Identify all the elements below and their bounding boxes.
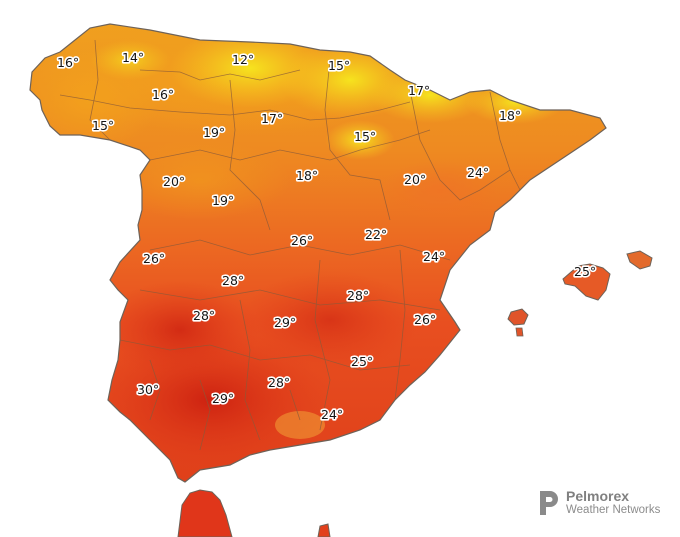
pelmorex-p-logo-icon (540, 491, 558, 515)
temp-label-salamanca: 19° (212, 193, 234, 208)
balearic-islands (507, 250, 653, 337)
temp-label-caceres-w: 26° (143, 251, 165, 266)
temp-label-cantabria: 12° (232, 52, 254, 67)
temp-label-cuenca: 28° (347, 288, 369, 303)
temp-label-castellon: 24° (423, 249, 445, 264)
temp-label-navarra: 17° (408, 83, 430, 98)
temp-label-jaen: 28° (268, 375, 290, 390)
ceuta-coast (177, 489, 331, 537)
temp-label-leon-n: 16° (152, 87, 174, 102)
temp-label-seville: 29° (212, 391, 234, 406)
temp-label-madrid: 26° (291, 233, 313, 248)
temp-label-zaragoza: 20° (404, 172, 426, 187)
temp-label-valladolid: 18° (296, 168, 318, 183)
temperature-labels: 16° 14° 12° 15° 16° 15° 19° 17° 17° 18° … (55, 48, 597, 423)
temp-label-granada: 24° (321, 407, 343, 422)
temp-label-galicia-nw: 16° (57, 55, 79, 70)
temp-label-galicia-s: 15° (92, 118, 114, 133)
temp-label-murcia: 25° (351, 354, 373, 369)
temp-label-valencia: 26° (414, 312, 436, 327)
temp-label-pyrenees: 18° (499, 108, 521, 123)
temp-label-huelva: 30° (137, 382, 159, 397)
temp-label-zamora: 20° (163, 174, 185, 189)
temp-label-badajoz: 28° (193, 308, 215, 323)
pelmorex-brand: Pelmorex Weather Networks (538, 487, 668, 521)
temp-label-tarragona: 24° (467, 165, 489, 180)
temp-label-burgos: 17° (261, 111, 283, 126)
brand-name: Pelmorex (566, 488, 630, 504)
temp-label-teruel: 22° (365, 227, 387, 242)
temp-label-asturias-w: 14° (122, 50, 144, 65)
temp-label-leon: 19° (203, 125, 225, 140)
temp-label-soria: 15° (354, 129, 376, 144)
temp-label-caceres: 28° (222, 273, 244, 288)
temp-label-basque: 15° (328, 58, 350, 73)
temp-label-ciudad-real: 29° (274, 315, 296, 330)
brand-subtitle: Weather Networks (566, 504, 661, 516)
temp-label-mallorca: 25° (574, 264, 596, 279)
